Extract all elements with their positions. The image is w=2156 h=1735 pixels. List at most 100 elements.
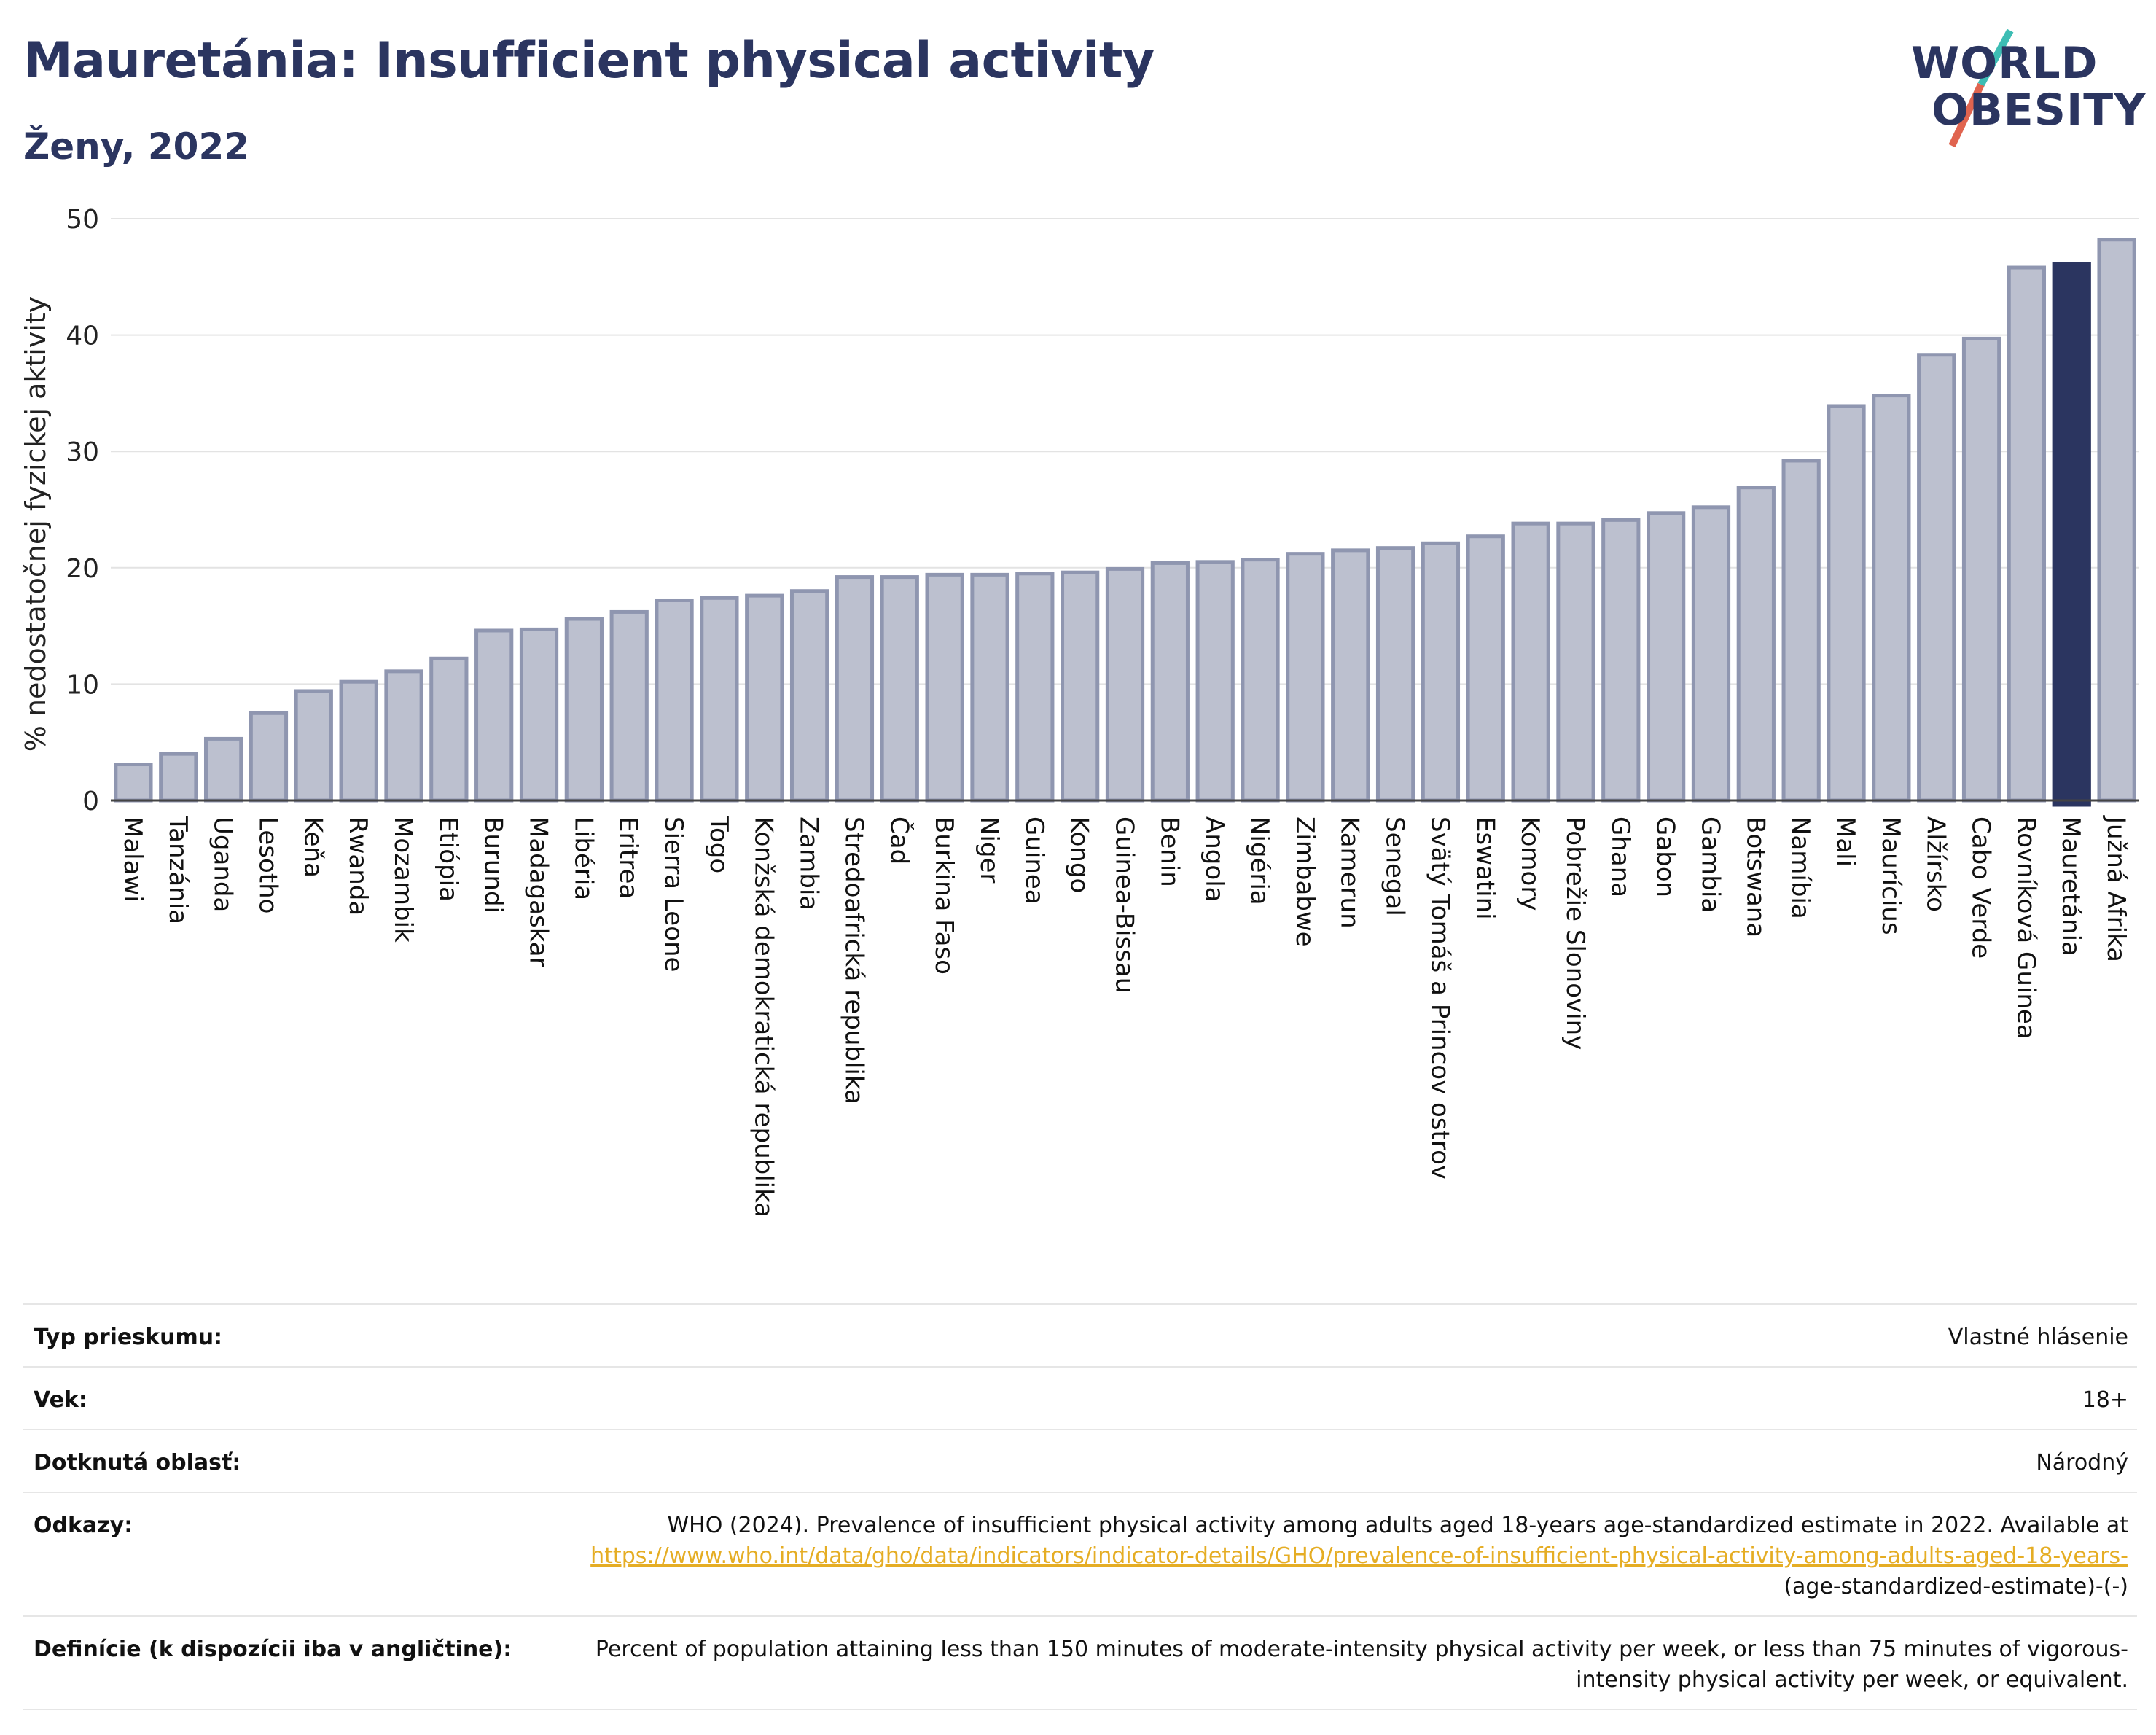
survey-type-value: Vlastné hlásenie: [1948, 1325, 2128, 1350]
bar-guinea: [1015, 572, 1055, 803]
bar-pobre-ie-slonoviny: [1556, 521, 1595, 803]
x-tick-label: Ghana: [1606, 816, 1635, 897]
x-tick-label: Čad: [884, 816, 914, 865]
x-tick-label: Burundi: [479, 816, 508, 913]
x-tick-label: Cabo Verde: [1966, 816, 1996, 959]
x-tick-label: Kamerun: [1335, 816, 1364, 929]
y-tick-label: 40: [66, 321, 99, 351]
logo-text-world: WORLD: [1911, 38, 2098, 89]
bar-cabo-verde: [1961, 336, 2001, 803]
bar-sierra-leone: [655, 598, 694, 803]
x-tick-label: Niger: [975, 816, 1004, 883]
x-tick-label: Botswana: [1741, 816, 1770, 937]
x-tick-label: Mozambik: [388, 816, 418, 943]
y-tick-label: 30: [66, 437, 99, 467]
x-tick-label: Togo: [704, 816, 733, 873]
bar-mozambik: [384, 669, 423, 803]
bar-senegal: [1375, 546, 1415, 803]
bar-lesotho: [249, 711, 289, 803]
meta-row-age: Vek: 18+: [23, 1366, 2137, 1429]
bar-ghana: [1601, 518, 1641, 803]
bar-mauret-nia: [2052, 262, 2091, 807]
x-tick-label: Eritrea: [614, 816, 643, 899]
x-tick-label: Rovníková Guinea: [2011, 816, 2040, 1040]
x-tick-label: Senegal: [1380, 816, 1410, 916]
x-tick-label: Gambia: [1695, 816, 1725, 913]
references-suffix: (age-standardized-estimate)-(-): [1784, 1574, 2128, 1599]
bar-stredoafrick-republika: [835, 575, 875, 803]
definitions-label: Definície (k dispozícii iba v angličtine…: [34, 1637, 512, 1662]
x-tick-label: Pobrežie Slonoviny: [1561, 816, 1590, 1050]
bar-niger: [970, 572, 1009, 803]
x-tick-label: Lesotho: [253, 816, 282, 913]
references-text: WHO (2024). Prevalence of insufficient p…: [667, 1513, 2128, 1538]
x-tick-label: Mali: [1831, 816, 1860, 867]
bar-burkina-faso: [925, 572, 964, 803]
logo-text-obesity: OBESITY: [1932, 85, 2147, 136]
bar-chart: 0 10 20 30 40 50 Malawi Tanzánia Uganda Lesotho K…: [20, 205, 2139, 1217]
age-label: Vek:: [34, 1387, 87, 1413]
bar-ke-a: [294, 689, 333, 803]
x-tick-label: Stredoafrická republika: [839, 816, 868, 1104]
bars: [114, 238, 2136, 807]
bar-gambia: [1691, 505, 1731, 803]
x-tick-label: Eswatini: [1470, 816, 1499, 920]
references-link[interactable]: https://www.who.int/data/gho/data/indica…: [590, 1543, 2128, 1569]
x-tick-label: Konžská demokratická republika: [749, 816, 778, 1217]
chart-subtitle: Ženy, 2022: [23, 125, 250, 168]
references-label: Odkazy:: [34, 1513, 133, 1538]
y-axis-label: % nedostatočnej fyzickej aktivity: [20, 297, 52, 752]
bar-tanz-nia: [159, 752, 198, 803]
y-tick-label: 50: [66, 205, 99, 235]
bar-mali: [1827, 404, 1866, 803]
bar-botswana: [1736, 486, 1776, 803]
bar-kamerun: [1331, 548, 1370, 803]
x-tick-label: Maurícius: [1876, 816, 1905, 935]
bar-lib-ria: [564, 617, 604, 803]
x-tick-label: Alžírsko: [1921, 816, 1950, 912]
y-tick-label: 20: [66, 554, 99, 584]
x-tick-label: Angola: [1200, 816, 1229, 902]
bar-eti-pia: [429, 656, 469, 803]
x-tick-label: Keňa: [298, 816, 327, 878]
x-tick-label: Guinea: [1020, 816, 1049, 905]
meta-row-area: Dotknutá oblasť: Národný: [23, 1429, 2137, 1492]
x-tick-label: Uganda: [208, 816, 238, 912]
bar-guinea-bissau: [1105, 566, 1145, 803]
x-tick-labels: Malawi Tanzánia Uganda Lesotho Keňa Rwanda Moz…: [118, 815, 2130, 1217]
x-tick-label: Svätý Tomáš a Princov ostrov: [1425, 816, 1454, 1180]
x-tick-label: Mauretánia: [2056, 816, 2085, 956]
meta-row-references: Odkazy: WHO (2024). Prevalence of insuff…: [23, 1492, 2137, 1615]
bar-eswatini: [1466, 534, 1505, 803]
x-tick-label: Namíbia: [1786, 816, 1815, 919]
bar-zambia: [789, 589, 829, 803]
area-value: Národný: [2036, 1450, 2128, 1475]
x-tick-label: Etiópia: [434, 816, 463, 902]
chart-title: Mauretánia: Insufficient physical activi…: [23, 32, 1155, 90]
x-tick-label: Kongo: [1065, 816, 1094, 893]
x-tick-label: Benin: [1155, 816, 1184, 887]
x-tick-label: Tanzánia: [163, 816, 192, 924]
references-value: WHO (2024). Prevalence of insufficient p…: [583, 1510, 2128, 1602]
x-tick-label: Zimbabwe: [1290, 816, 1319, 947]
definitions-value: Percent of population attaining less tha…: [595, 1637, 2128, 1693]
x-tick-label: Rwanda: [343, 816, 372, 916]
x-tick-label: Sierra Leone: [659, 816, 688, 972]
age-value: 18+: [2082, 1387, 2128, 1413]
metadata-table: Typ prieskumu: Vlastné hlásenie Vek: 18+…: [23, 1303, 2137, 1710]
meta-row-definitions: Definície (k dispozícii iba v angličtine…: [23, 1615, 2137, 1710]
x-tick-label: Nigéria: [1245, 816, 1274, 905]
meta-row-survey-type: Typ prieskumu: Vlastné hlásenie: [23, 1303, 2137, 1366]
bar-zimbabwe: [1286, 552, 1325, 803]
bar-rovn-kov-guinea: [2007, 265, 2047, 803]
x-tick-label: Južná Afrika: [2101, 815, 2130, 962]
bar--ad: [880, 575, 919, 803]
area-label: Dotknutá oblasť:: [34, 1450, 241, 1475]
bar-kongo: [1061, 570, 1100, 803]
bar-nam-bia: [1781, 459, 1821, 803]
y-tick-label: 0: [82, 787, 99, 816]
x-tick-label: Burkina Faso: [929, 816, 958, 975]
bar-kon-sk-demokratick-republika: [745, 593, 784, 803]
bar-rwanda: [339, 679, 378, 803]
y-tick-label: 10: [66, 670, 99, 700]
